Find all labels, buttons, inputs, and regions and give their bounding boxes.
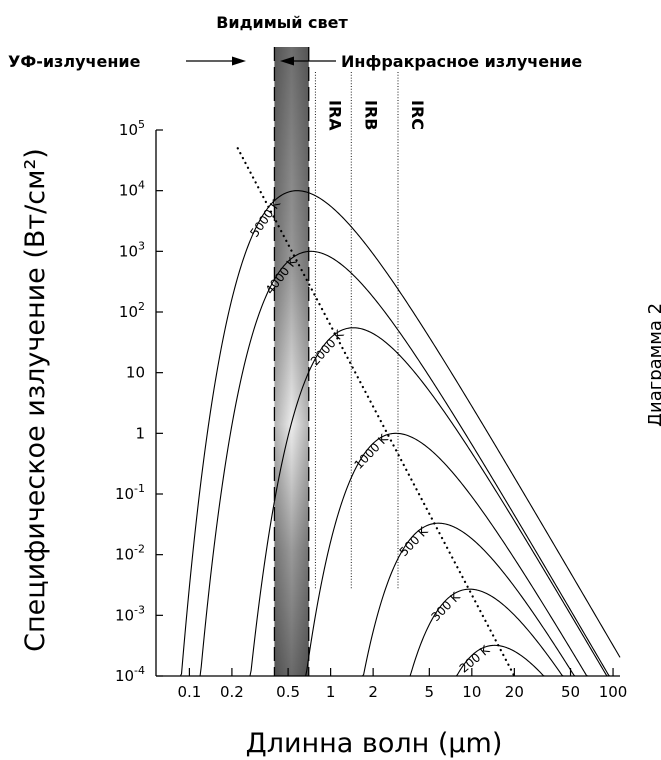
y-tick-label: 105 (119, 118, 145, 139)
curve-label-300k: 300 K (428, 589, 463, 624)
uv-arrow (186, 56, 246, 66)
y-tick-label-base: 10 (119, 121, 138, 139)
curve-label-500k: 500 K (397, 524, 432, 559)
y-tick-label-base: 10 (115, 485, 134, 503)
y-tick-label-exponent: -2 (134, 543, 145, 556)
x-tick-label: 5 (425, 683, 435, 701)
y-tick-label-base: 10 (115, 667, 134, 685)
visible-band-shade (274, 47, 309, 676)
band-label-ira: IRA (325, 100, 344, 131)
y-tick-label-exponent: -4 (134, 664, 145, 677)
y-tick-label-base: 10 (115, 606, 134, 624)
curve-500k (156, 522, 620, 677)
x-tick-label: 10 (462, 683, 481, 701)
y-tick-label-exponent: 5 (138, 118, 145, 131)
y-tick-label: 10-3 (115, 603, 145, 624)
y-tick-label: 102 (119, 300, 145, 321)
curve-label-2000k: 2000 K (308, 327, 347, 369)
curve-1000k (156, 432, 620, 677)
x-tick-label: 0.1 (177, 683, 201, 701)
ir-band-labels: IRA IRB IRC (325, 100, 427, 131)
y-tick-label: 103 (119, 239, 145, 260)
y-tick-label-exponent: 4 (138, 179, 145, 192)
y-axis-title-main: Специфическое излучение (Вт/см²) (20, 148, 51, 652)
ir-band-boundaries (314, 72, 399, 590)
curve-5000k (156, 190, 621, 677)
y-tick-label: 104 (119, 179, 145, 200)
y-tick-label-base: 10 (115, 546, 134, 564)
x-axis-ticks: 0.1 0.2 0.5 1 2 5 10 20 50 100 (177, 668, 627, 701)
y-tick-label-exponent: 3 (138, 239, 145, 252)
uv-label: УФ-излучение (8, 52, 141, 71)
planck-curves (156, 190, 621, 677)
y-tick-label: 10-2 (115, 543, 145, 564)
y-tick-label-exponent: 2 (138, 300, 145, 313)
curve-300k (166, 588, 620, 677)
band-label-irb: IRB (361, 100, 380, 130)
band-label-irc: IRC (408, 100, 427, 130)
infrared-label: Инфракрасное излучение (341, 52, 582, 71)
clipped-edge-label: Диаграмма 2 (645, 303, 661, 427)
y-tick-label-base: 10 (119, 182, 138, 200)
y-tick-label-exponent: -3 (134, 603, 145, 616)
curve-label-200k: 200 K (457, 642, 493, 676)
x-tick-label: 20 (505, 683, 524, 701)
curve-4000k (156, 250, 620, 677)
x-tick-label: 50 (561, 683, 580, 701)
x-axis-title: Длинна волн (μm) (246, 728, 503, 759)
x-tick-label: 0.5 (276, 683, 300, 701)
curve-2000k (156, 327, 620, 677)
y-tick-label: 10-1 (115, 482, 145, 503)
visible-band (273, 47, 310, 676)
visible-light-label: Видимый свет (216, 13, 348, 32)
ir-arrow (280, 56, 336, 66)
wien-displacement-line (236, 147, 516, 678)
curve-label-1000k: 1000 K (351, 431, 391, 472)
x-tick-label: 2 (368, 683, 378, 701)
x-tick-label: 100 (599, 683, 628, 701)
y-axis-title: Специфическое излучение (Вт/см²) (20, 148, 51, 652)
x-tick-label: 1 (326, 683, 336, 701)
y-tick-label: 10-4 (115, 664, 145, 685)
y-tick-label-exponent: -1 (134, 482, 145, 495)
y-tick-label: 10 (126, 364, 145, 382)
y-tick-label: 1 (135, 424, 145, 442)
y-tick-label-base: 10 (119, 303, 138, 321)
y-tick-label-base: 10 (119, 242, 138, 260)
curve-200k (191, 644, 620, 677)
x-tick-label: 0.2 (220, 683, 244, 701)
